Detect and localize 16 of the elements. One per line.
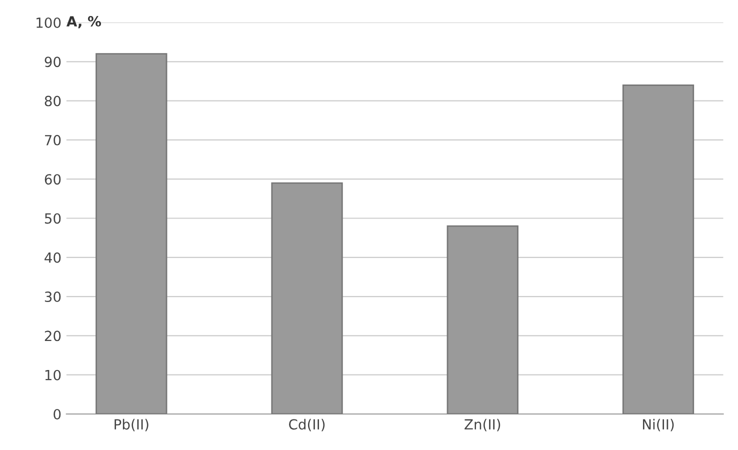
y-tick-label: 100 (36, 17, 61, 28)
y-tick-label: 40 (44, 252, 61, 263)
x-tick-label: Pb(II) (114, 418, 148, 432)
y-tick-label: 60 (44, 174, 61, 185)
y-tick-label: 30 (44, 292, 61, 302)
x-tick-label: Cd(II) (289, 418, 325, 432)
y-tick-label: 90 (44, 56, 61, 68)
y-axis-title: A, % (66, 16, 102, 28)
x-tick-label: Zn(II) (464, 418, 500, 432)
x-tick-label: Ni(II) (642, 418, 674, 432)
y-tick-label: 10 (45, 370, 61, 380)
y-tick-label: 20 (44, 330, 61, 342)
y-tick-label: 50 (44, 213, 61, 224)
y-tick-label: 80 (44, 96, 61, 106)
y-tick-label: 0 (54, 408, 61, 420)
y-tick-label: 70 (45, 134, 61, 146)
